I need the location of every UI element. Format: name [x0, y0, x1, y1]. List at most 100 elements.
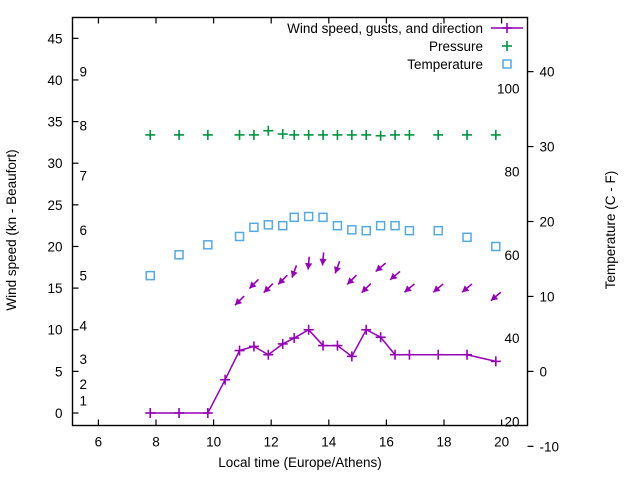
beaufort-label: 3 [80, 352, 88, 367]
data-point [234, 295, 245, 306]
data-point [389, 270, 401, 281]
data-point [361, 282, 372, 294]
x-tick-label: 8 [152, 435, 160, 450]
data-point [346, 129, 357, 140]
beaufort-label: 1 [80, 394, 88, 409]
data-point [289, 129, 300, 140]
legend-item: Temperature [407, 57, 512, 72]
data-point [263, 220, 274, 230]
data-point [462, 129, 473, 140]
data-point [490, 356, 501, 367]
x-tick-label: 10 [206, 435, 221, 450]
data-point [277, 129, 288, 140]
data-point [346, 274, 357, 285]
data-point [263, 349, 274, 360]
data-point [361, 129, 372, 140]
data-point [404, 349, 415, 360]
beaufort-label: 2 [80, 377, 88, 392]
y-tick-label: 30 [47, 156, 62, 171]
y2-fahrenheit-label: 20 [504, 414, 519, 429]
data-point [403, 283, 415, 293]
beaufort-label: 7 [80, 169, 88, 184]
beaufort-label: 5 [80, 269, 88, 284]
x-tick-label: 6 [95, 435, 103, 450]
data-point [277, 220, 288, 231]
data-point [334, 260, 341, 274]
data-point [347, 225, 357, 235]
x-axis-ticks: 6 8 10 12 14 16 18 20 [95, 17, 509, 450]
data-point [375, 130, 386, 141]
y2-fahrenheit-ticks: 20 40 60 80 100 [497, 81, 520, 429]
data-point [490, 291, 502, 302]
data-point [303, 324, 314, 335]
data-point [203, 240, 213, 250]
data-point [303, 211, 314, 222]
legend-item: Wind speed, gusts, and direction [287, 21, 523, 36]
data-point [145, 408, 156, 419]
data-point [390, 220, 400, 231]
data-point [433, 129, 444, 140]
data-point [263, 125, 274, 136]
y-tick-label: 45 [47, 31, 62, 46]
data-point [290, 265, 298, 278]
y2-fahrenheit-label: 80 [504, 165, 519, 180]
data-point [174, 129, 185, 140]
y2-celsius-ticks: -10 0 10 20 30 40 [527, 65, 559, 454]
data-point [432, 283, 444, 293]
chart-legend: Wind speed, gusts, and direction Pressure… [287, 21, 523, 72]
series-pressure [145, 125, 501, 141]
beaufort-label: 6 [80, 223, 88, 238]
y2-fahrenheit-label: 60 [504, 248, 519, 263]
data-point [319, 252, 327, 266]
data-point [202, 408, 213, 419]
x-tick-label: 16 [379, 435, 394, 450]
series-wind-direction-arrows [234, 252, 502, 306]
y2-celsius-label: 40 [540, 65, 555, 80]
data-point [404, 129, 415, 140]
data-point [390, 129, 401, 140]
data-point [248, 278, 260, 290]
y2-celsius-label: 10 [540, 289, 555, 304]
x-axis-title: Local time (Europe/Athens) [218, 455, 382, 470]
y2-celsius-label: 30 [540, 140, 555, 155]
data-point [390, 349, 401, 360]
y-tick-label: 5 [55, 364, 63, 379]
data-point [234, 345, 245, 356]
data-point [462, 232, 472, 243]
x-tick-label: 18 [436, 435, 451, 450]
y2-celsius-label: 20 [540, 215, 555, 230]
y2-celsius-label: 0 [540, 364, 548, 379]
y2-fahrenheit-label: 100 [497, 81, 520, 96]
data-point [220, 374, 231, 385]
data-point [277, 338, 288, 349]
series-wind-speed [145, 324, 501, 419]
x-tick-label: 20 [494, 435, 509, 450]
data-point [332, 220, 343, 231]
data-point [174, 250, 184, 260]
beaufort-label: 8 [80, 119, 88, 134]
y-tick-label: 10 [47, 323, 62, 338]
x-tick-label: 14 [321, 435, 337, 450]
beaufort-label: 4 [80, 319, 88, 334]
data-point [248, 341, 259, 352]
data-point [234, 231, 245, 242]
data-point [361, 324, 372, 335]
data-point [303, 129, 314, 140]
y-tick-label: 35 [47, 115, 62, 130]
y-axis-title: Wind speed (kn - Beaufort) [4, 149, 19, 310]
series-temperature [145, 211, 501, 281]
y-tick-label: 0 [55, 406, 63, 421]
y-tick-label: 20 [47, 239, 62, 254]
y2-fahrenheit-label: 40 [504, 331, 519, 346]
data-point [375, 332, 386, 343]
data-point [263, 282, 274, 294]
legend-item: Pressure [429, 39, 512, 54]
data-point [277, 274, 288, 285]
data-point [202, 129, 213, 140]
y2-axis-title: Temperature (C - F) [603, 171, 618, 290]
y-tick-label: 25 [47, 198, 62, 213]
data-point [234, 129, 245, 140]
